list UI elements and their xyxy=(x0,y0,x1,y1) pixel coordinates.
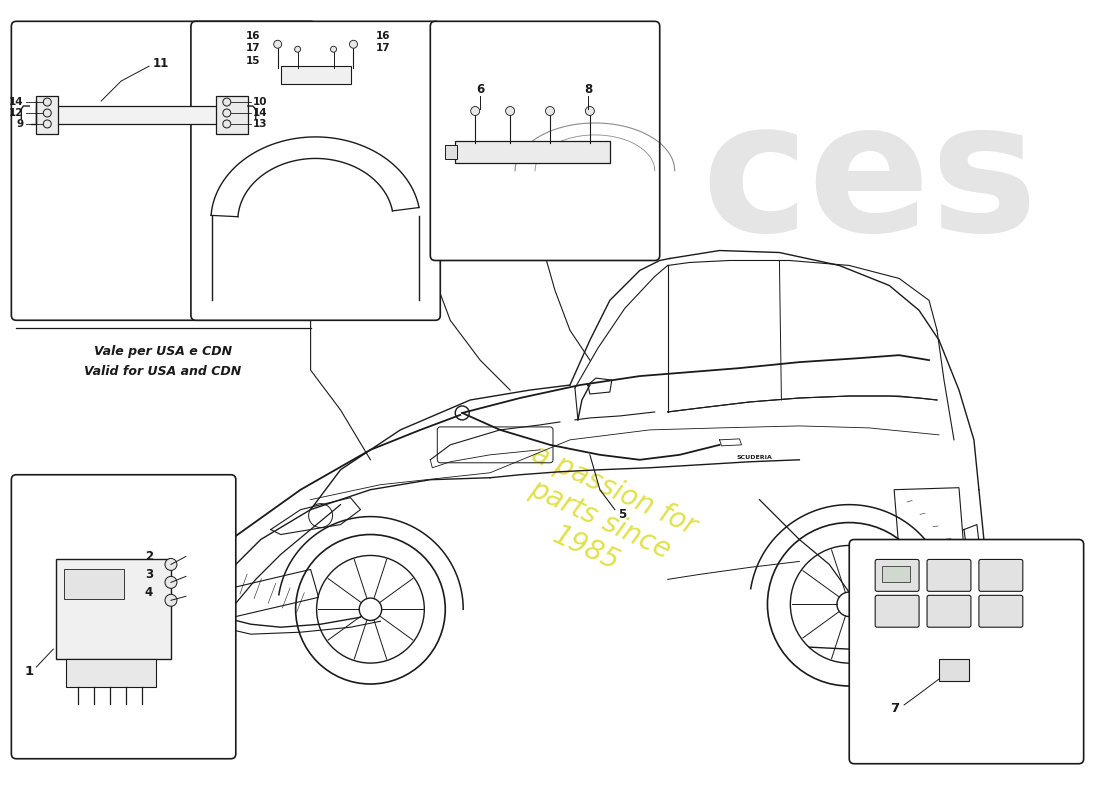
Text: SCUDERIA: SCUDERIA xyxy=(737,455,772,460)
FancyBboxPatch shape xyxy=(191,22,440,320)
Text: 3: 3 xyxy=(145,568,153,581)
FancyBboxPatch shape xyxy=(11,474,235,758)
Circle shape xyxy=(331,46,337,52)
Text: 14: 14 xyxy=(253,108,267,118)
Text: a passion for
parts since
1985: a passion for parts since 1985 xyxy=(499,440,701,599)
Text: 5: 5 xyxy=(618,508,626,521)
Text: 17: 17 xyxy=(245,43,261,54)
FancyBboxPatch shape xyxy=(446,145,458,159)
Text: 16: 16 xyxy=(245,31,261,42)
Circle shape xyxy=(506,106,515,115)
Text: 6: 6 xyxy=(476,82,484,95)
Circle shape xyxy=(585,106,594,115)
Text: Vale per USA e CDN: Vale per USA e CDN xyxy=(94,345,232,358)
Text: 16: 16 xyxy=(375,31,389,42)
FancyBboxPatch shape xyxy=(36,106,235,124)
Text: 9: 9 xyxy=(16,119,23,129)
FancyBboxPatch shape xyxy=(927,559,971,591)
FancyBboxPatch shape xyxy=(11,22,316,320)
Circle shape xyxy=(43,98,52,106)
Circle shape xyxy=(223,98,231,106)
Circle shape xyxy=(546,106,554,115)
Text: 13: 13 xyxy=(253,119,267,129)
FancyBboxPatch shape xyxy=(849,539,1084,764)
Text: 15: 15 xyxy=(245,56,261,66)
FancyBboxPatch shape xyxy=(56,559,170,659)
Circle shape xyxy=(43,120,52,128)
FancyBboxPatch shape xyxy=(430,22,660,261)
FancyBboxPatch shape xyxy=(455,141,609,163)
Circle shape xyxy=(350,40,358,48)
Circle shape xyxy=(165,594,177,606)
Text: 10: 10 xyxy=(253,97,267,107)
Text: 7: 7 xyxy=(890,702,899,715)
Text: 2: 2 xyxy=(145,550,153,563)
Text: Valid for USA and CDN: Valid for USA and CDN xyxy=(85,365,242,378)
Text: 1: 1 xyxy=(24,665,33,678)
FancyBboxPatch shape xyxy=(36,96,58,134)
Text: 14: 14 xyxy=(9,97,23,107)
FancyBboxPatch shape xyxy=(216,96,248,134)
FancyBboxPatch shape xyxy=(66,659,156,687)
Text: ces: ces xyxy=(701,93,1037,269)
FancyBboxPatch shape xyxy=(979,559,1023,591)
FancyBboxPatch shape xyxy=(876,595,920,627)
Circle shape xyxy=(223,109,231,117)
Circle shape xyxy=(43,109,52,117)
Text: 4: 4 xyxy=(145,586,153,599)
FancyBboxPatch shape xyxy=(280,66,351,84)
FancyBboxPatch shape xyxy=(979,595,1023,627)
Circle shape xyxy=(471,106,480,115)
FancyBboxPatch shape xyxy=(876,559,920,591)
FancyBboxPatch shape xyxy=(927,595,971,627)
FancyBboxPatch shape xyxy=(882,566,910,582)
Text: 11: 11 xyxy=(153,57,169,70)
Circle shape xyxy=(165,558,177,570)
Text: 12: 12 xyxy=(9,108,23,118)
Circle shape xyxy=(223,120,231,128)
Circle shape xyxy=(295,46,300,52)
FancyBboxPatch shape xyxy=(64,570,124,599)
Text: 8: 8 xyxy=(584,82,592,95)
Text: 17: 17 xyxy=(375,43,390,54)
Circle shape xyxy=(274,40,282,48)
Circle shape xyxy=(165,576,177,588)
FancyBboxPatch shape xyxy=(939,659,969,681)
